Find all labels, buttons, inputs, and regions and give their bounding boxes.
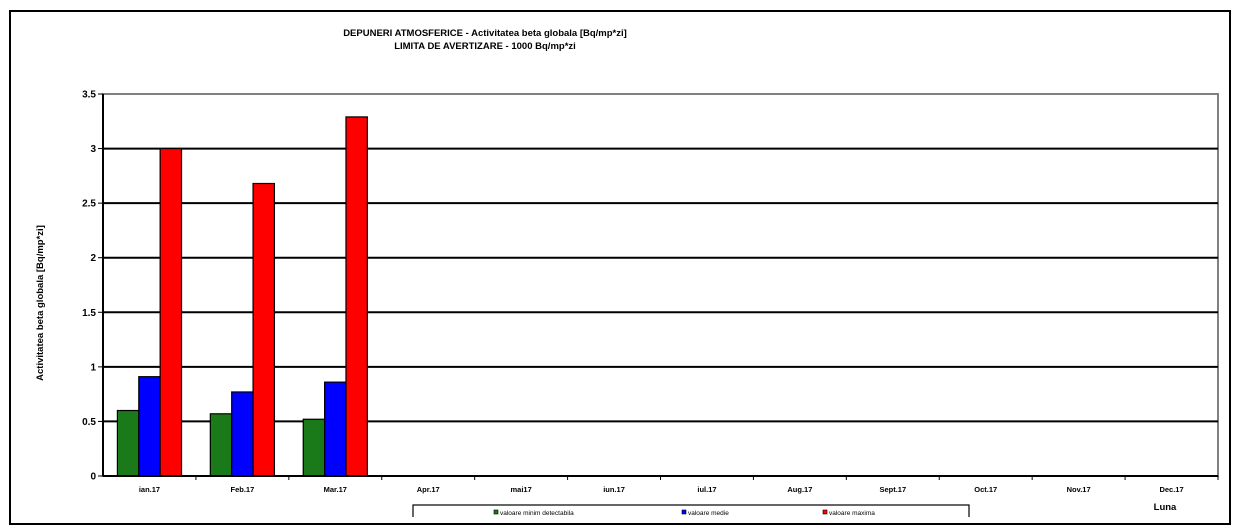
bar	[302, 418, 326, 477]
x-tick-label: Nov.17	[1067, 485, 1091, 494]
axes	[98, 93, 1219, 480]
legend-label: valoare medie	[688, 510, 729, 517]
y-tick-label: 0	[90, 472, 96, 483]
y-tick-label: 1	[90, 362, 96, 373]
bar	[252, 182, 276, 477]
legend-swatch	[822, 509, 828, 515]
x-tick-label: iun.17	[603, 485, 625, 494]
y-tick-label: 3	[90, 144, 96, 155]
x-tick-label: iul.17	[697, 485, 716, 494]
tick-labels: 0 0.5 1 1.5 2 2.5 3 3.5 ian.17 Feb.17 Mar.17 Apr.17…	[82, 90, 1184, 495]
legend: valoare minim detectabila valoare medie va…	[412, 504, 970, 517]
legend-box	[412, 504, 970, 517]
bar	[116, 409, 140, 477]
bar	[138, 376, 161, 477]
legend-swatch	[681, 509, 687, 515]
y-tick-label: 3.5	[82, 90, 96, 101]
legend-label: valoare maxima	[829, 510, 875, 517]
y-axis-label: Activitatea beta globala [Bq/mp*zi]	[35, 225, 46, 381]
x-axis-label: Luna	[1154, 502, 1177, 513]
legend-swatch	[493, 509, 499, 515]
legend-label: valoare minim detectabila	[500, 510, 574, 517]
bar	[231, 391, 254, 477]
x-tick-label: Dec.17	[1159, 485, 1183, 494]
x-tick-label: Aug.17	[787, 485, 812, 494]
chart-subtitle: LIMITA DE AVERTIZARE - 1000 Bq/mp*zi	[394, 41, 576, 52]
bar	[324, 381, 347, 477]
x-tick-label: Oct.17	[974, 485, 997, 494]
x-tick-label: Apr.17	[417, 485, 440, 494]
bar	[345, 116, 368, 477]
x-tick-label: mai17	[510, 485, 531, 494]
y-tick-label: 2	[90, 253, 96, 264]
bar	[159, 147, 183, 477]
x-tick-label: Feb.17	[230, 485, 254, 494]
y-tick-label: 0.5	[82, 417, 96, 428]
chart-title: DEPUNERI ATMOSFERICE - Activitatea beta …	[343, 28, 627, 39]
bars	[116, 116, 368, 477]
y-tick-label: 2.5	[82, 199, 96, 210]
x-tick-label: Mar.17	[324, 485, 347, 494]
x-tick-label: ian.17	[139, 485, 160, 494]
x-tick-label: Sept.17	[879, 485, 906, 494]
bar	[209, 413, 233, 477]
y-tick-label: 1.5	[82, 308, 96, 319]
